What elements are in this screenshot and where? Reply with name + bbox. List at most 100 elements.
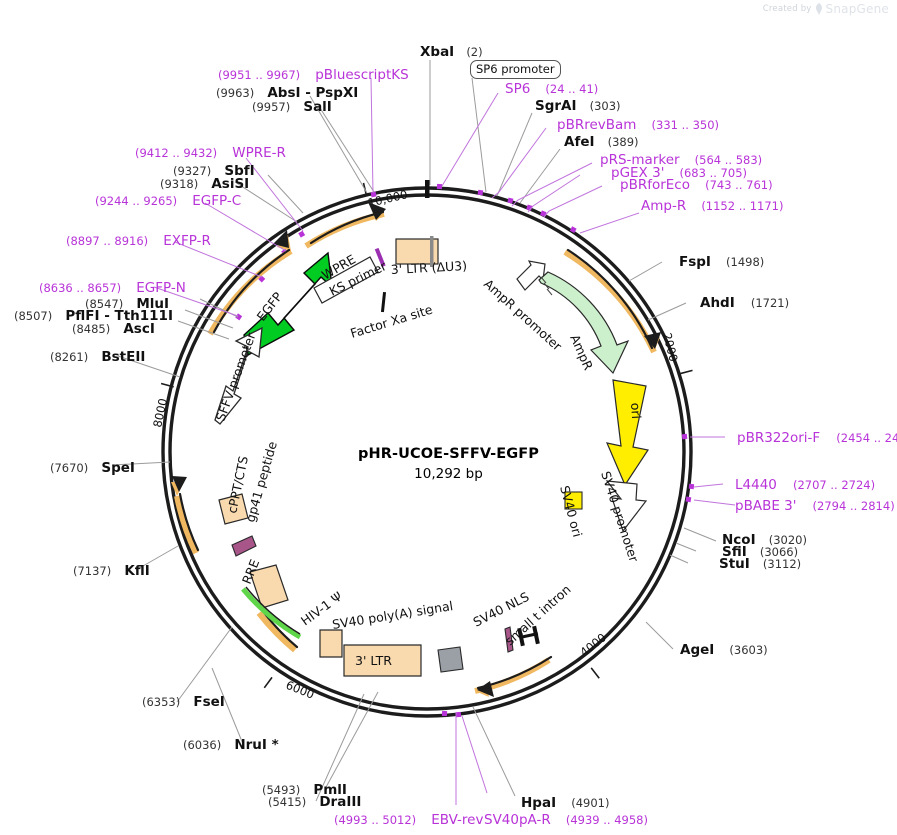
feature-sv40-polya-box[interactable]	[437, 646, 464, 673]
enzyme-label-sbfi[interactable]: (9327) SbfI	[173, 162, 255, 179]
enzyme-label-agei[interactable]: AgeI (3603)	[680, 641, 768, 658]
primer-name: EBV-rev	[431, 812, 484, 828]
enzyme-pos: (3603)	[729, 643, 768, 657]
primer-label-exfp-r[interactable]: (8897 .. 8916) EXFP-R	[66, 232, 211, 249]
enzyme-name: PmlI	[313, 782, 347, 798]
primer-label-pgex3[interactable]: pGEX 3' (683 .. 705)	[611, 164, 747, 181]
primer-name: pBABE 3'	[735, 498, 797, 514]
enzyme-name: HpaI	[521, 795, 557, 811]
enzyme-name: MluI	[136, 296, 170, 312]
feature-ori-arrow[interactable]	[605, 379, 649, 487]
feature-ampr-promoter-arrow[interactable]	[516, 260, 546, 291]
enzyme-label-sali[interactable]: (9957) SalI	[252, 98, 332, 115]
feature-ampr-cds-arrow[interactable]	[538, 271, 630, 375]
enzyme-name: SfiI	[722, 544, 747, 560]
enzyme-label-draiii[interactable]: (5415) DraIII	[268, 793, 361, 810]
enzyme-pos: (9327)	[173, 164, 212, 178]
primer-label-pbrforeco[interactable]: pBRforEco (743 .. 761)	[620, 176, 773, 193]
enzyme-label-nrui[interactable]: (6036) NruI *	[183, 736, 279, 753]
primer-label-egfp-n[interactable]: (8636 .. 8657) EGFP-N	[39, 279, 186, 296]
enzyme-name: AsiSI	[211, 176, 250, 192]
enzyme-label-stui[interactable]: StuI (3112)	[719, 555, 801, 572]
enzyme-label-spei[interactable]: (7670) SpeI	[50, 459, 135, 476]
enzyme-label-kfli[interactable]: (7137) KflI	[73, 562, 150, 579]
primer-label-sv40pa-r[interactable]: SV40pA-R (4939 .. 4958)	[484, 811, 648, 828]
enzyme-label-asisi[interactable]: (9318) AsiSI	[160, 175, 249, 192]
primer-label-sp6[interactable]: SP6 (24 .. 41)	[505, 80, 598, 97]
enzyme-pos: (9318)	[160, 177, 199, 191]
feature-hiv1-psi-box[interactable]	[319, 629, 343, 658]
primer-pos: (4939 .. 4958)	[565, 813, 648, 827]
feature-sv40-ori-box[interactable]	[564, 491, 583, 510]
enzyme-label-fsei[interactable]: (6353) FseI	[142, 693, 225, 710]
enzyme-label-ahdi[interactable]: AhdI (1721)	[700, 294, 789, 311]
enzyme-name: FspI	[679, 254, 711, 270]
enzyme-name: NruI *	[234, 737, 279, 753]
enzyme-pos: (3112)	[762, 557, 802, 571]
feature-small-t-intron[interactable]	[517, 625, 540, 647]
enzyme-label-afei[interactable]: AfeI (389)	[564, 133, 639, 150]
enzyme-name: SbfI	[224, 163, 255, 179]
enzyme-leader-lines	[111, 60, 717, 802]
enzyme-label-pflfi-tth111i[interactable]: (8507) PflFI - Tth111I	[14, 307, 173, 324]
enzyme-label-hpai[interactable]: HpaI (4901)	[521, 794, 609, 811]
primer-name: pRS-marker	[600, 152, 680, 168]
enzyme-pos: (389)	[607, 135, 639, 149]
tick-label-4000: 4000	[577, 630, 609, 659]
primer-name: L4440	[735, 477, 777, 493]
feature-egfp-arrow[interactable]	[243, 251, 333, 357]
primer-label-amp-r[interactable]: Amp-R (1152 .. 1171)	[641, 197, 783, 214]
primer-pos: (9412 .. 9432)	[135, 146, 218, 160]
feature-sp6-promoter-box[interactable]: SP6 promoter	[470, 60, 561, 79]
primer-pos: (8897 .. 8916)	[66, 234, 149, 248]
enzyme-label-ncoi[interactable]: NcoI (3020)	[722, 531, 807, 548]
primer-label-pbabe3[interactable]: pBABE 3' (2794 .. 2814)	[735, 497, 895, 514]
enzyme-name: AgeI	[680, 642, 715, 658]
tick-label-2000: 2000	[660, 331, 681, 363]
primer-label-ebv-rev[interactable]: (4993 .. 5012) EBV-rev	[334, 811, 483, 828]
enzyme-label-absi-pspxi[interactable]: (9963) AbsI - PspXI	[216, 84, 358, 101]
plasmid-name: pHR-UCOE-SFFV-EGFP	[358, 446, 539, 462]
feature-wpre-box[interactable]	[313, 256, 379, 304]
enzyme-label-sgrai[interactable]: SgrAI (303)	[535, 97, 621, 114]
feature-3ltr-du3-box[interactable]	[395, 236, 439, 267]
primer-label-prs-marker[interactable]: pRS-marker (564 .. 583)	[600, 151, 762, 168]
feature-cppt-cts-box[interactable]	[218, 493, 249, 525]
feature-gp41-peptide-box[interactable]	[231, 535, 257, 557]
enzyme-name: AscI	[123, 321, 155, 337]
orange-arrow-head-outlines	[172, 202, 661, 697]
watermark-created-by: Created by	[762, 4, 812, 14]
enzyme-label-asci[interactable]: (8485) AscI	[72, 320, 155, 337]
primer-label-pbr322ori-f[interactable]: pBR322ori-F (2454 .. 2473)	[737, 429, 897, 446]
primer-pos: (2794 .. 2814)	[812, 499, 895, 513]
primer-label-l4440[interactable]: L4440 (2707 .. 2724)	[735, 476, 875, 493]
enzyme-label-fspi[interactable]: FspI (1498)	[679, 253, 764, 270]
primer-label-egfp-c[interactable]: (9244 .. 9265) EGFP-C	[95, 192, 241, 209]
enzyme-pos: (8507)	[14, 309, 53, 323]
feature-rre-box[interactable]	[249, 564, 289, 609]
xbai-cut-tick	[425, 180, 430, 198]
primer-name: pBRrevBam	[557, 117, 637, 133]
snapgene-watermark: Created by SnapGene	[763, 2, 889, 16]
enzyme-label-pmli[interactable]: (5493) PmlI	[262, 781, 347, 798]
enzyme-pos: (2)	[466, 45, 483, 59]
enzyme-pos: (1498)	[726, 255, 765, 269]
enzyme-name: DraIII	[319, 794, 362, 810]
enzyme-label-sfii[interactable]: SfiI (3066)	[722, 543, 798, 560]
enzyme-label-bsteii[interactable]: (8261) BstEII	[50, 348, 145, 365]
primer-label-wpre-r[interactable]: (9412 .. 9432) WPRE-R	[135, 144, 286, 161]
enzyme-pos: (303)	[589, 99, 621, 113]
feature-sv40-nls-box[interactable]	[504, 626, 514, 653]
primer-label-pbrrevbam[interactable]: pBRrevBam (331 .. 350)	[557, 116, 719, 133]
primer-pos: (4993 .. 5012)	[334, 813, 417, 827]
feature-3ltr-box[interactable]	[343, 644, 422, 677]
primer-label-pbluescriptks[interactable]: (9951 .. 9967) pBluescriptKS	[218, 66, 409, 83]
feature-sv40-promoter-arrow[interactable]	[605, 480, 648, 533]
enzyme-pos: (5415)	[268, 795, 307, 809]
enzyme-pos: (8261)	[50, 350, 89, 364]
enzyme-label-mlui[interactable]: (8547) MluI	[85, 295, 169, 312]
enzyme-label-xbai[interactable]: XbaI (2)	[420, 43, 483, 60]
enzyme-pos: (8547)	[85, 297, 124, 311]
feature-sffv-promoter-arrow[interactable]	[214, 326, 263, 425]
